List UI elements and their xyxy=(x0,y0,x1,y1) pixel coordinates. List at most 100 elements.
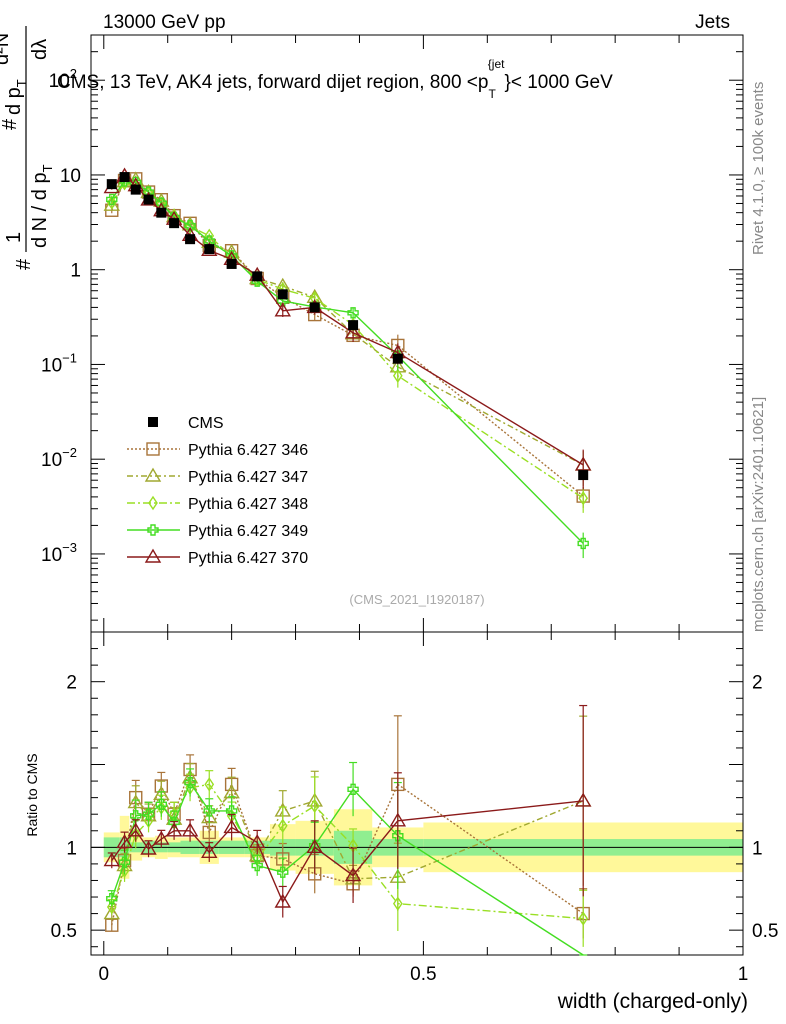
ratio-y-tick-label: 0.5 xyxy=(51,921,77,942)
main-marker xyxy=(392,368,403,384)
ratio-marker xyxy=(118,856,131,868)
mcplots-label: mcplots.cern.ch [arXiv:2401.10621] xyxy=(750,397,767,632)
data-point xyxy=(169,218,180,229)
ratio-marker xyxy=(277,818,288,834)
x-axis-label: width (charged-only) xyxy=(557,990,748,1013)
ratio-marker xyxy=(204,777,215,792)
ratio-marker xyxy=(347,783,359,796)
ratio-frame xyxy=(90,631,744,956)
legend-marker xyxy=(144,467,162,482)
axes: 0 0.5 1 10−3 10−2 10−1 1 10 102 0.5 0.5 1 1 2 2 xyxy=(41,34,778,985)
ratio-marker xyxy=(578,911,589,926)
ratio-marker xyxy=(309,798,320,814)
data-point xyxy=(204,244,215,255)
data-point xyxy=(277,289,288,300)
ratio-axis-label: Ratio to CMS xyxy=(24,753,40,836)
svg-text:#: # xyxy=(13,258,35,270)
ratio-y-tick-label: 1 xyxy=(66,838,77,859)
main-frame xyxy=(90,34,744,633)
ratio-marker xyxy=(201,843,218,859)
ratio-marker xyxy=(203,805,215,817)
main-marker xyxy=(577,537,589,550)
ratio-marker xyxy=(140,840,157,855)
data-point xyxy=(226,258,237,269)
ratio-y-tick-label-right: 1 xyxy=(752,838,763,859)
main-marker xyxy=(274,302,291,317)
legend-label: Pythia 6.427 349 xyxy=(188,523,308,540)
ratio-marker xyxy=(248,833,266,849)
y-tick-label: 10−1 xyxy=(41,350,77,376)
analysis-id-label: (CMS_2021_I1920187) xyxy=(349,592,484,607)
jets-label: Jets xyxy=(695,12,730,33)
data-point xyxy=(578,470,589,481)
ratio-marker xyxy=(116,833,133,849)
main-series-line xyxy=(111,180,584,544)
main-marker xyxy=(106,193,118,206)
ratio-marker xyxy=(106,899,117,915)
x-tick-label: 0.5 xyxy=(410,964,436,985)
svg-text:d N / d pT: d N / d pT xyxy=(29,164,55,248)
ratio-marker xyxy=(574,792,592,807)
main-series-layer xyxy=(103,167,592,559)
legend: CMS Pythia 6.427 346 Pythia 6.427 347 Pythi… xyxy=(127,415,308,567)
ratio-series-layer xyxy=(103,704,592,956)
x-tick-label: 1 xyxy=(738,964,749,985)
rivet-version-label: Rivet 4.1.0, ≥ 100k events xyxy=(750,82,767,255)
ratio-marker xyxy=(389,812,407,827)
x-tick-label: 0 xyxy=(98,964,109,985)
main-marker xyxy=(106,195,117,210)
legend-label-cms: CMS xyxy=(188,415,224,432)
ratio-marker xyxy=(153,830,170,845)
y-tick-label: 1 xyxy=(70,261,81,282)
ratio-marker xyxy=(184,777,196,789)
ratio-marker xyxy=(277,866,289,878)
ratio-marker xyxy=(392,830,404,842)
data-point xyxy=(130,184,141,195)
data-point xyxy=(185,234,196,245)
ratio-marker xyxy=(127,822,144,837)
legend-marker xyxy=(148,495,158,511)
legend-marker xyxy=(146,442,160,456)
ratio-marker xyxy=(142,808,155,820)
ratio-marker xyxy=(155,798,168,810)
svg-text:dλ: dλ xyxy=(29,39,51,60)
ratio-marker xyxy=(165,822,183,837)
ratio-marker xyxy=(181,822,199,837)
data-point xyxy=(252,271,263,282)
svg-text:#: # xyxy=(0,118,21,130)
ratio-y-tick-label: 2 xyxy=(66,673,77,694)
ratio-marker xyxy=(344,867,362,882)
ratio-marker xyxy=(130,810,142,822)
svg-text:d²N: d²N xyxy=(0,33,13,65)
y-tick-label: 10−3 xyxy=(41,540,77,566)
legend-marker xyxy=(144,548,162,563)
legend-label: Pythia 6.427 347 xyxy=(188,469,308,486)
legend-label: Pythia 6.427 346 xyxy=(188,442,308,459)
main-marker xyxy=(578,490,589,506)
svg-text:1: 1 xyxy=(3,232,25,243)
data-point xyxy=(309,302,320,313)
legend-label: Pythia 6.427 370 xyxy=(188,550,308,567)
ratio-marker xyxy=(392,896,403,911)
ratio-marker xyxy=(251,859,263,872)
legend-marker xyxy=(147,524,159,536)
data-point xyxy=(106,179,117,190)
y-tick-label: 10−2 xyxy=(41,445,77,471)
data-point xyxy=(348,320,359,331)
ratio-marker xyxy=(106,892,118,905)
main-marker xyxy=(347,307,359,319)
plot-title: CMS, 13 TeV, AK4 jets, forward dijet reg… xyxy=(57,57,613,101)
data-point xyxy=(392,353,403,364)
ratio-marker xyxy=(103,852,120,867)
y-tick-label: 10 xyxy=(60,166,81,187)
main-marker xyxy=(574,456,592,471)
ratio-marker xyxy=(223,819,240,834)
ratio-y-tick-label-right: 0.5 xyxy=(752,921,778,942)
y-tick-label: 102 xyxy=(49,66,77,92)
data-point xyxy=(143,194,154,205)
ratio-marker xyxy=(103,905,120,920)
y-axis-label: # 1 d N / d pT # d pT d²N dλ xyxy=(0,26,55,270)
energy-label: 13000 GeV pp xyxy=(103,12,226,33)
ratio-marker xyxy=(274,893,291,908)
